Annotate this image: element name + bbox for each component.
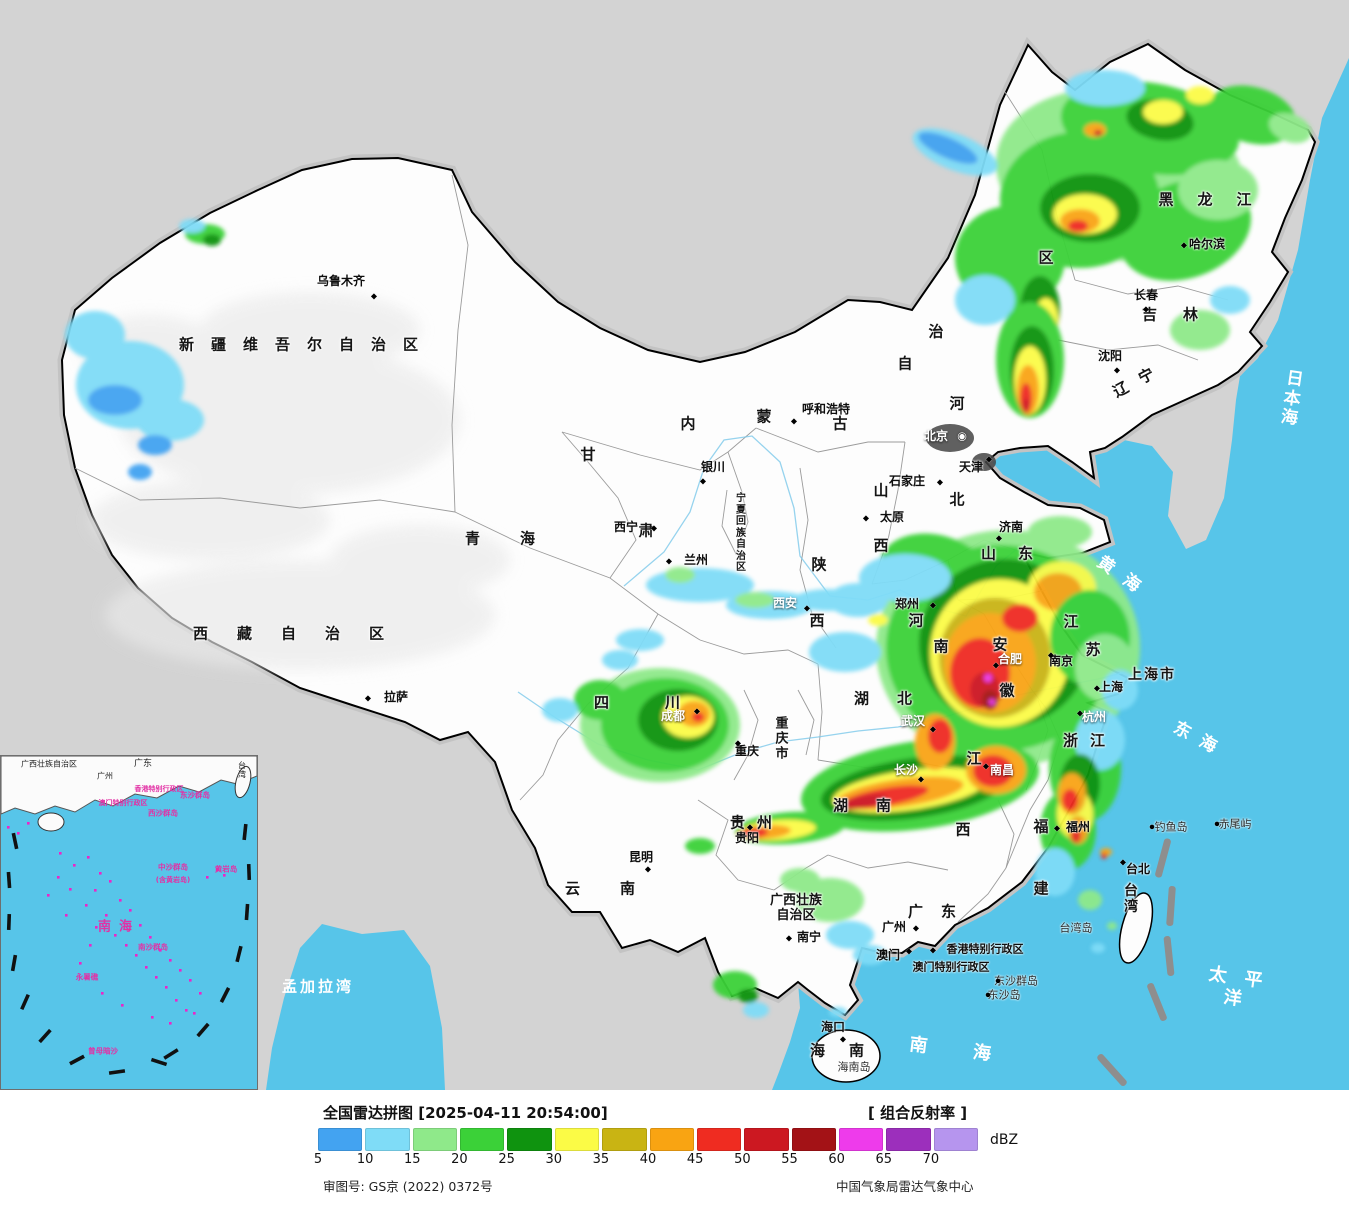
nine-dash-line (6, 823, 252, 1075)
china-radar-map: 日本海 黄海 东海 南海 太平洋 孟加拉湾 新疆维吾尔自治区 西藏自治区 青海甘肃内蒙古自治区黑… (0, 0, 1349, 1090)
radar-echoes (65, 70, 1312, 1018)
inset-sea (1, 756, 257, 1089)
scale-cell-15 (412, 1128, 458, 1151)
credit: 中国气象局雷达气象中心 (836, 1179, 974, 1194)
scale-tick: 25 (498, 1152, 515, 1167)
inset-taiwan (234, 765, 252, 799)
scale-cell-65 (886, 1128, 931, 1151)
scale-tick: 20 (451, 1152, 468, 1167)
south-china-sea-inset: 广西壮族自治区 广东 广州 台湾 香港特别行政区 澳门特别行政区 东沙群岛 西沙群岛 中沙群岛(… (0, 755, 258, 1090)
scale-tick: 70 (922, 1152, 940, 1167)
scale-tick: 40 (639, 1152, 657, 1167)
scale-cell-40 (649, 1128, 694, 1151)
unit-label: dBZ (990, 1132, 1019, 1148)
approval-number: 审图号: GS京 (2022) 0372号 (323, 1179, 493, 1194)
scale-cell-30 (554, 1128, 600, 1151)
beijing-municipality-patch (926, 424, 996, 471)
scale-cell-20 (460, 1128, 505, 1151)
scale-tick: 15 (404, 1152, 421, 1167)
scale-cell-55 (791, 1128, 836, 1151)
scale-cell-10 (365, 1128, 410, 1151)
map-title: 全国雷达拼图 [2025-04-11 20:54:00] (323, 1104, 608, 1122)
scale-cell-60 (838, 1128, 884, 1151)
island-clutter-dots (7, 822, 226, 1025)
scale-tick: 10 (356, 1152, 374, 1167)
scale-tick: 35 (592, 1152, 610, 1167)
scale-cell-35 (602, 1128, 647, 1151)
scale-tick: 50 (734, 1152, 751, 1167)
product-label: [ 组合反射率 ] (868, 1104, 968, 1122)
legend-panel: 全国雷达拼图 [2025-04-11 20:54:00] [ 组合反射率 ] d… (0, 1090, 1349, 1208)
scale-tick: 65 (875, 1152, 893, 1167)
scale-tick: 30 (545, 1152, 563, 1167)
taiwan-island (1118, 892, 1154, 964)
scale-cell-70 (933, 1128, 979, 1151)
sea-boundary-dashes (1097, 838, 1176, 1086)
inset-hainan (37, 812, 65, 832)
map-canvas (0, 0, 1349, 1090)
inset-canvas (1, 756, 257, 1089)
scale-cell-25 (507, 1128, 552, 1151)
scale-cell-45 (696, 1128, 742, 1151)
scale-cell-5 (318, 1128, 363, 1151)
scale-cell-50 (744, 1128, 789, 1151)
hainan-island (811, 1029, 881, 1083)
color-scale-bar (318, 1128, 979, 1151)
scale-tick: 60 (828, 1152, 845, 1167)
scale-tick: 5 (313, 1152, 323, 1167)
scale-tick: 45 (686, 1152, 704, 1167)
scale-tick: 55 (781, 1152, 798, 1167)
